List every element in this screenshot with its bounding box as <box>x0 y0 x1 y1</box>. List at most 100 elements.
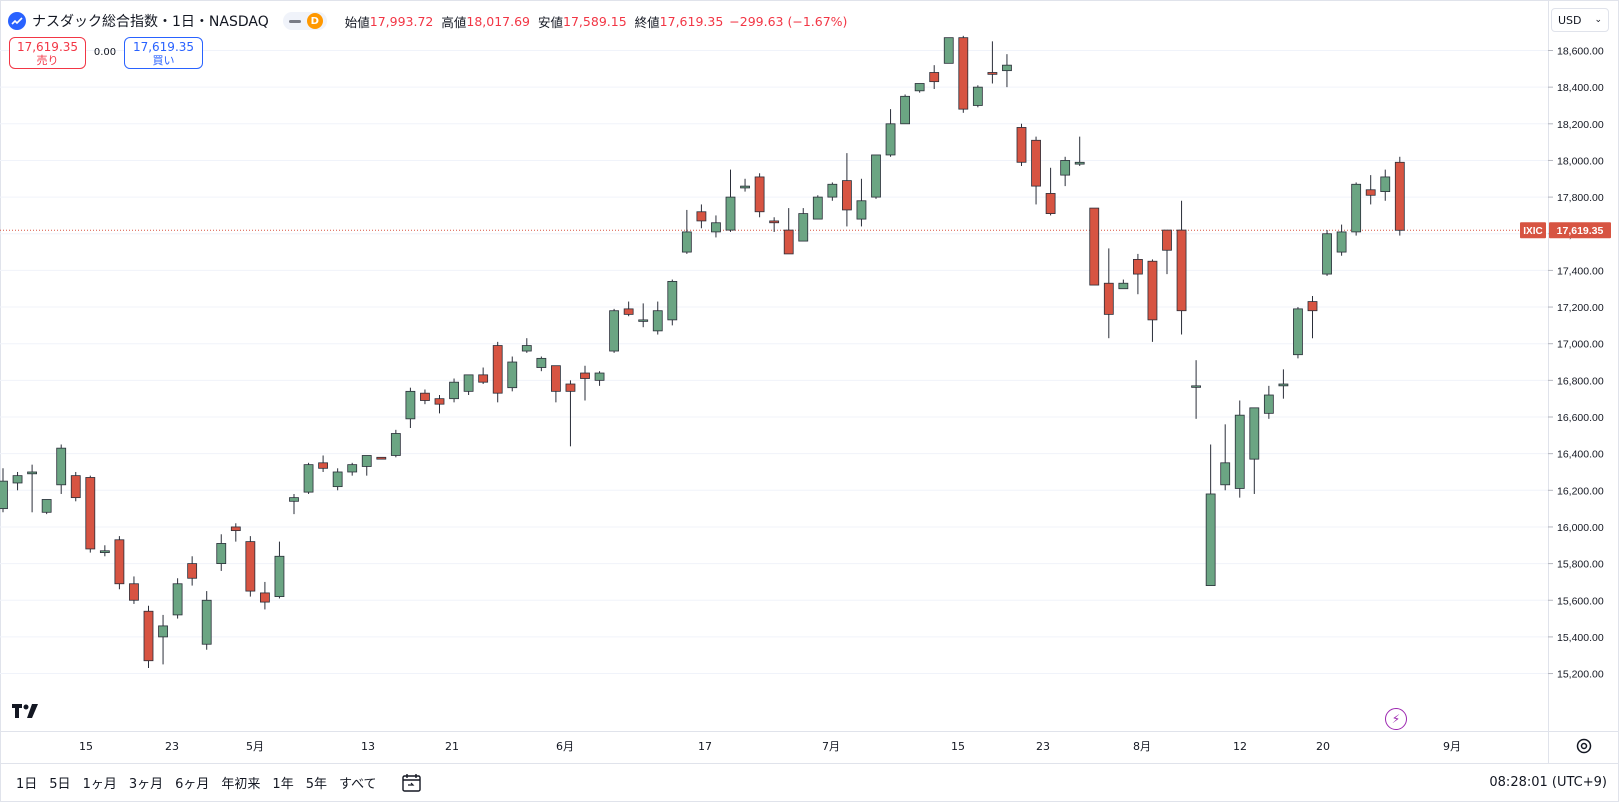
y-tick-label: 16,600.00 <box>1557 412 1604 424</box>
grid <box>0 50 1548 675</box>
candlestick-chart[interactable]: 15,200.00 15,400.00 15,600.00 15,800.00 16,0… <box>0 0 1619 763</box>
candle <box>99 545 110 557</box>
range-1y[interactable]: 1年 <box>272 777 294 792</box>
candle-body <box>652 310 663 332</box>
range-all[interactable]: すべて <box>338 777 377 792</box>
y-tick-label: 17,000.00 <box>1557 339 1604 351</box>
range-5y[interactable]: 5年 <box>305 777 327 792</box>
gear-icon[interactable] <box>1573 735 1595 757</box>
candle-body <box>856 200 867 220</box>
interval-pill[interactable]: D <box>282 12 327 30</box>
candle <box>1118 279 1129 290</box>
candle <box>1103 248 1114 339</box>
candle-body <box>521 345 532 352</box>
candle-body <box>318 462 329 469</box>
candle <box>914 83 925 93</box>
candle <box>1351 182 1362 236</box>
candle <box>1074 136 1085 166</box>
tradingview-logo[interactable] <box>12 703 42 719</box>
candle <box>1380 169 1391 201</box>
x-tick-label: 23 <box>165 740 179 753</box>
candle <box>551 365 561 403</box>
currency-select[interactable]: USD ⌄ <box>1551 8 1609 32</box>
candle <box>667 279 678 326</box>
candle <box>1089 207 1100 286</box>
range-6m[interactable]: 6ヶ月 <box>175 777 210 792</box>
candle-body <box>871 154 881 198</box>
lightning-icon[interactable]: ⚡ <box>1385 708 1407 730</box>
candle-body <box>842 180 852 211</box>
candle-body <box>551 365 561 392</box>
symbol-title[interactable]: ナスダック総合指数・1日・NASDAQ <box>32 14 269 30</box>
x-tick-label: 21 <box>445 740 459 753</box>
candle-body <box>885 123 896 156</box>
candle <box>85 475 96 553</box>
y-tick-label: 16,000.00 <box>1557 522 1604 534</box>
currency-label: USD <box>1558 13 1582 27</box>
range-1d[interactable]: 1日 <box>16 777 38 792</box>
range-1m[interactable]: 1ヶ月 <box>82 777 117 792</box>
candle <box>129 576 139 604</box>
x-tick-label: 13 <box>361 740 375 753</box>
candle <box>1322 230 1332 276</box>
price-scale[interactable]: 15,200.00 15,400.00 15,600.00 15,800.00 16,0… <box>1548 46 1604 681</box>
y-tick-label: 16,800.00 <box>1557 375 1604 387</box>
candle <box>478 367 489 385</box>
candle-body <box>1176 229 1187 312</box>
candle-body <box>1191 385 1201 388</box>
x-tick-label: 20 <box>1316 740 1330 753</box>
candle-body <box>143 610 154 662</box>
calendar-range-icon[interactable] <box>401 772 425 794</box>
candle-body <box>1307 301 1318 312</box>
candle <box>987 41 998 84</box>
candle-body <box>230 526 241 532</box>
candle <box>1278 369 1289 399</box>
time-scale[interactable]: 15 23 5月 13 21 6月 17 7月 15 23 8月 12 20 9月 <box>79 740 1461 753</box>
candle <box>361 455 372 476</box>
x-tick-label: 7月 <box>822 740 840 753</box>
high-value: 18,017.69 <box>466 13 531 29</box>
high-label: 高値 <box>441 14 467 30</box>
trend-icon[interactable] <box>8 12 26 30</box>
range-3m[interactable]: 3ヶ月 <box>128 777 164 792</box>
candle <box>114 536 125 590</box>
candle-body <box>274 555 285 597</box>
candle-body <box>405 390 416 420</box>
candle-body <box>1263 394 1274 414</box>
candle-body <box>783 229 794 255</box>
sell-button[interactable]: 17,619.35 売り <box>9 37 86 69</box>
symbol-tag: IXIC <box>1523 226 1542 237</box>
buy-button[interactable]: 17,619.35 買い <box>124 37 203 69</box>
candle-body <box>914 83 925 92</box>
candle <box>1060 156 1071 187</box>
candle-body <box>1278 383 1289 387</box>
clock-label[interactable]: 08:28:01 (UTC+9) <box>1489 775 1607 790</box>
candle-body <box>1336 231 1347 253</box>
candle-body <box>1162 229 1172 251</box>
candle <box>1205 444 1216 586</box>
low-value: 17,589.15 <box>563 13 627 29</box>
candle <box>1162 229 1172 275</box>
close-label: 終値 <box>634 14 660 30</box>
candle-body <box>27 471 38 475</box>
candle-body <box>347 464 358 473</box>
candle-body <box>1089 207 1100 286</box>
y-tick-label: 18,200.00 <box>1557 119 1604 131</box>
range-5d[interactable]: 5日 <box>49 777 71 792</box>
candle <box>420 389 430 405</box>
candle-body <box>172 583 183 616</box>
x-tick-label: 6月 <box>556 740 574 753</box>
range-ytd[interactable]: 年初来 <box>221 777 261 792</box>
candle <box>900 94 910 125</box>
candle <box>390 429 401 458</box>
candle-body <box>1365 189 1376 196</box>
date-range-tabs: 1日 5日 1ヶ月 3ヶ月 6ヶ月 年初来 1年 5年 すべて <box>0 773 383 792</box>
candle-body <box>812 196 823 220</box>
x-tick-label: 8月 <box>1133 740 1151 753</box>
candle <box>652 301 663 335</box>
candle <box>1147 259 1158 342</box>
candle <box>943 37 954 64</box>
candle-body <box>85 477 96 550</box>
candle <box>1394 156 1405 236</box>
bottom-toolbar: 1日 5日 1ヶ月 3ヶ月 6ヶ月 年初来 1年 5年 すべて 08:28:01… <box>0 763 1619 801</box>
